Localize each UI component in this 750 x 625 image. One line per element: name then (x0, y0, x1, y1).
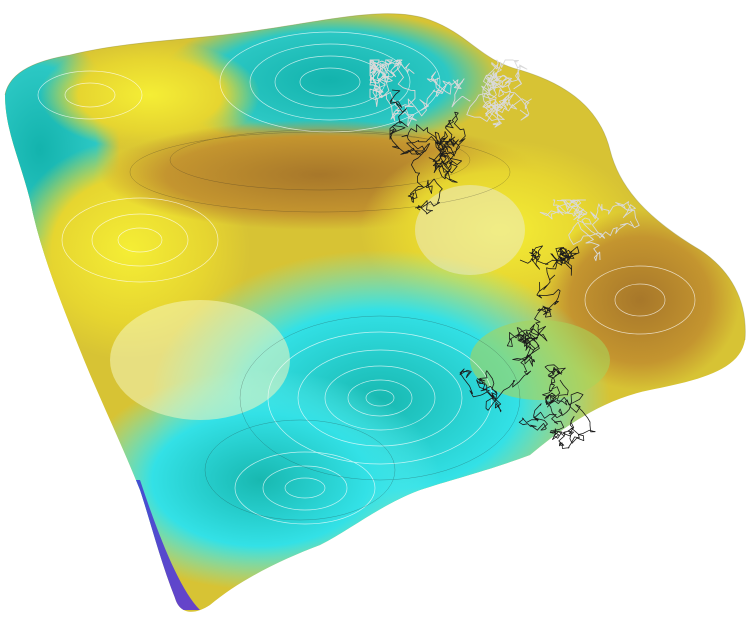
random-walk-path (369, 59, 640, 449)
random-walk-segment (459, 245, 580, 413)
random-walk-segment (466, 59, 532, 128)
random-walk-segment (389, 89, 466, 215)
random-walk-segment (369, 59, 471, 128)
random-walk-segment (518, 364, 596, 449)
random-walk-segment (539, 199, 640, 262)
